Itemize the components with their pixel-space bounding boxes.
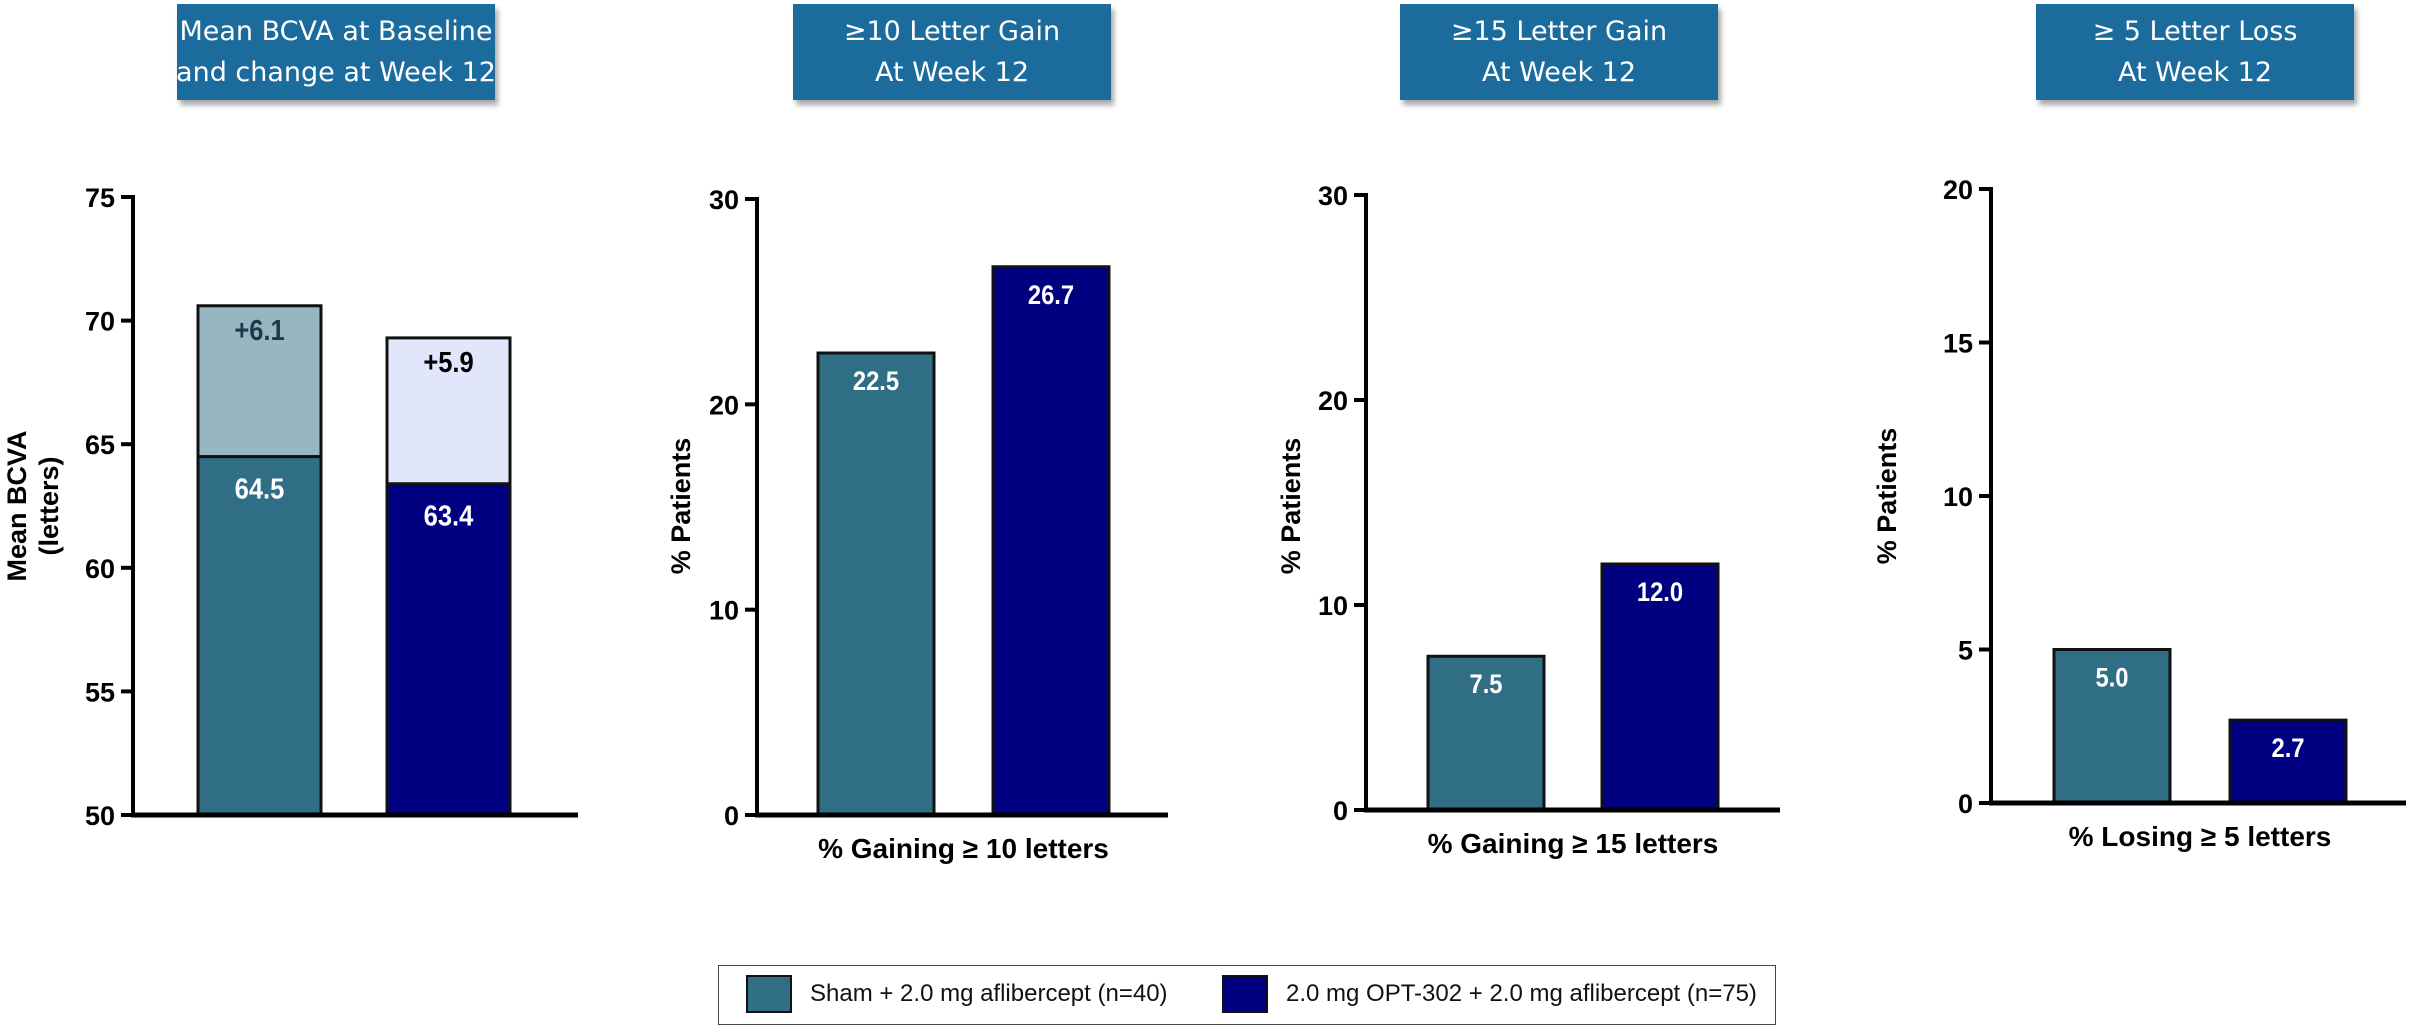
panel1-ytick-label-0: 50	[85, 801, 115, 831]
panel1-ytick-label-1: 55	[85, 677, 115, 707]
panel2-header-line2: At Week 12	[874, 57, 1030, 88]
panel4-header: ≥ 5 Letter Loss At Week 12	[2036, 4, 2354, 100]
panel3-ytick-label-0: 0	[1333, 796, 1348, 826]
panel4-header-line1: ≥ 5 Letter Loss	[2092, 16, 2298, 47]
panel4-data-label-2: 2.7	[2271, 734, 2304, 764]
panel1-ytick-label-4: 70	[85, 307, 115, 337]
panel4-bar-2	[2228, 718, 2348, 805]
panel4-ytick-label-0: 0	[1958, 789, 1973, 819]
panel3-header-line1: ≥15 Letter Gain	[1450, 16, 1668, 47]
panel3-bar-2	[1600, 562, 1720, 812]
panel2-ytick-label-3: 30	[709, 185, 739, 215]
panel1-header-line1: Mean BCVA at Baseline	[179, 16, 493, 47]
panel3-data-label-2: 12.0	[1637, 578, 1683, 608]
panel1-header: Mean BCVA at Baseline and change at Week…	[176, 4, 496, 100]
panel4-xlabel: % Losing ≥ 5 letters	[2069, 821, 2332, 852]
panel2-header: ≥10 Letter Gain At Week 12	[793, 4, 1111, 100]
panel4-ylabel: % Patients	[1872, 428, 1902, 565]
panel3-bar-1	[1426, 654, 1546, 812]
legend-swatch-opt302	[1222, 975, 1268, 1013]
chart-legend: Sham + 2.0 mg aflibercept (n=40) 2.0 mg …	[718, 965, 1776, 1025]
legend-swatch-sham	[746, 975, 792, 1013]
panel1-bar-baseline-1	[196, 455, 323, 817]
panel2-data-label-2: 26.7	[1028, 280, 1074, 310]
panel1-bar-change-2	[385, 336, 512, 486]
panel2-bar-2	[991, 265, 1111, 817]
panel1-ylabel-line-2: (letters)	[34, 456, 64, 555]
panel2-bar-1	[816, 351, 936, 817]
panel3-data-label-1: 7.5	[1469, 670, 1502, 700]
panel1-bar-change-1	[196, 304, 323, 459]
panel1-bar-baseline-2	[385, 482, 512, 817]
panel2-header-line1: ≥10 Letter Gain	[843, 16, 1061, 47]
panel4-ytick-label-4: 20	[1943, 175, 1973, 205]
panel1-ytick-label-2: 60	[85, 554, 115, 584]
panel4-ytick-label-1: 5	[1958, 636, 1973, 666]
panel3-ylabel: % Patients	[1276, 438, 1306, 575]
panel3-header: ≥15 Letter Gain At Week 12	[1400, 4, 1718, 100]
panel1-label-baseline-2: 63.4	[424, 499, 474, 532]
panel4-header-line2: At Week 12	[2117, 57, 2273, 88]
legend-label-opt302: 2.0 mg OPT-302 + 2.0 mg aflibercept (n=7…	[1286, 980, 1757, 1007]
panel2-ytick-label-2: 20	[709, 390, 739, 420]
panel1-ytick-label-3: 65	[85, 430, 115, 460]
panel2-xlabel: % Gaining ≥ 10 letters	[818, 833, 1109, 864]
panel1-label-baseline-1: 64.5	[235, 472, 285, 505]
panel1-ylabel-line-1: Mean BCVA	[2, 430, 32, 581]
legend-label-sham: Sham + 2.0 mg aflibercept (n=40)	[810, 980, 1168, 1007]
panel3-header-line2: At Week 12	[1481, 57, 1637, 88]
panel2-ytick-label-0: 0	[724, 801, 739, 831]
panel2-data-label-1: 22.5	[853, 367, 899, 397]
legend-item-opt302: 2.0 mg OPT-302 + 2.0 mg aflibercept (n=7…	[1222, 975, 1757, 1013]
panel2-ytick-label-1: 10	[709, 596, 739, 626]
panel2-ylabel: % Patients	[666, 438, 696, 575]
panel3-xlabel: % Gaining ≥ 15 letters	[1428, 828, 1719, 859]
panel4-ytick-label-3: 15	[1943, 329, 1973, 359]
panel1-ytick-label-5: 75	[85, 183, 115, 213]
panel1-label-change-2: +5.9	[423, 345, 473, 378]
panel3-ytick-label-2: 20	[1318, 386, 1348, 416]
panel3-ytick-label-1: 10	[1318, 591, 1348, 621]
panel4-bar-1	[2052, 648, 2172, 805]
panel4-ytick-label-2: 10	[1943, 482, 1973, 512]
legend-item-sham: Sham + 2.0 mg aflibercept (n=40)	[746, 975, 1168, 1013]
panel3-ytick-label-3: 30	[1318, 181, 1348, 211]
panel1-ylabel: Mean BCVA(letters)	[2, 430, 64, 581]
panel1-header-line2: and change at Week 12	[176, 57, 496, 88]
panel1-label-change-1: +6.1	[234, 313, 284, 346]
panel4-data-label-1: 5.0	[2095, 663, 2128, 693]
